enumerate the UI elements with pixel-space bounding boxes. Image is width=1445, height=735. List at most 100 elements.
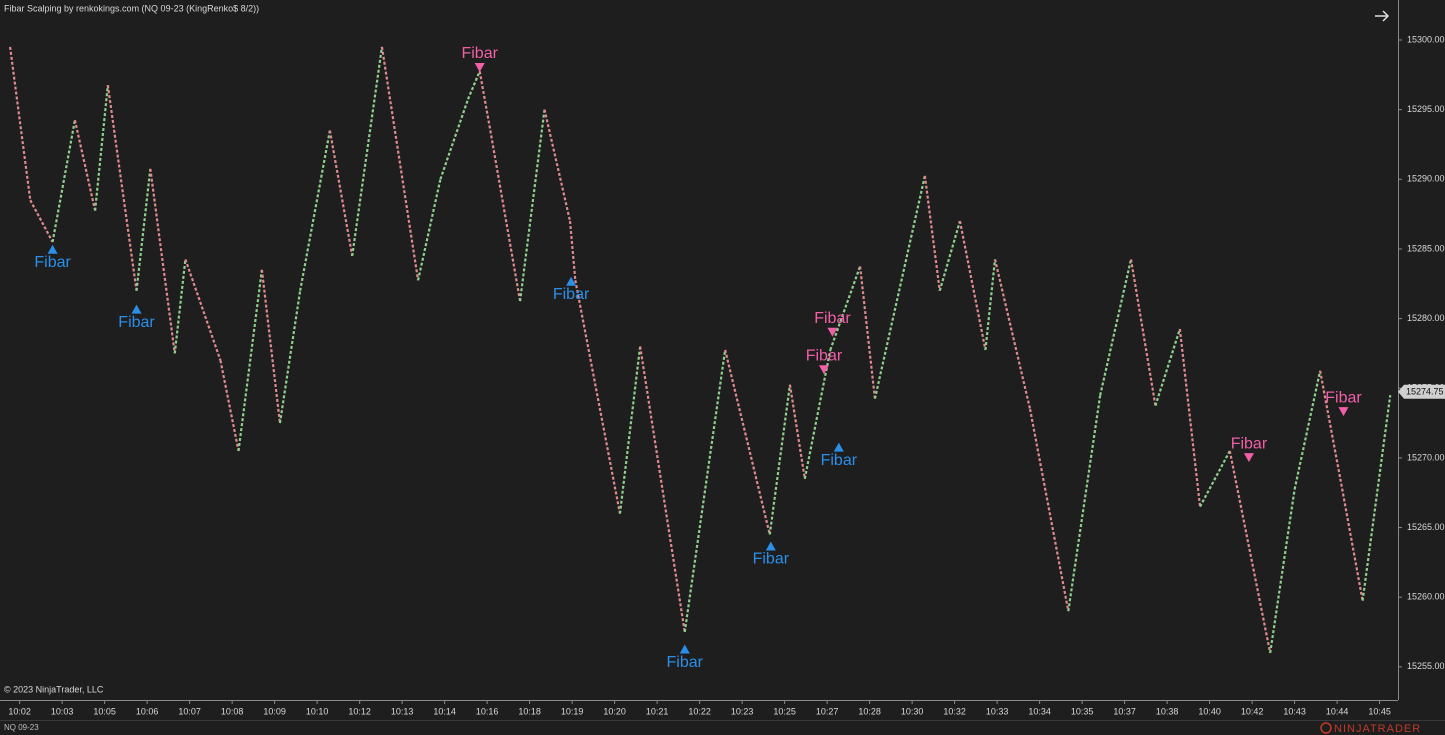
price-segment <box>938 220 961 292</box>
price-segment <box>299 130 331 291</box>
price-segment <box>1293 370 1322 490</box>
x-tick-label: 10:44 <box>1326 706 1349 716</box>
x-tick-label: 10:37 <box>1113 706 1136 716</box>
x-tick-label: 10:25 <box>773 706 796 716</box>
x-tick-label: 10:38 <box>1156 706 1179 716</box>
x-tick-label: 10:43 <box>1283 706 1306 716</box>
x-tick-label: 10:14 <box>433 706 456 716</box>
price-segment <box>29 199 54 243</box>
x-tick-label: 10:23 <box>731 706 754 716</box>
signal-arrow-up <box>765 541 776 551</box>
price-segment <box>184 259 222 361</box>
price-segment <box>219 360 240 452</box>
x-tick-label: 10:40 <box>1198 706 1221 716</box>
price-segment <box>1067 395 1102 612</box>
price-segment <box>858 266 877 399</box>
x-tick-label: 10:09 <box>263 706 286 716</box>
x-tick-label: 10:27 <box>816 706 839 716</box>
x-tick-label: 10:22 <box>688 706 711 716</box>
x-tick-label: 10:16 <box>476 706 499 716</box>
x-tick-label: 10:02 <box>8 706 31 716</box>
price-segment <box>1199 450 1231 508</box>
price-segment <box>73 119 97 211</box>
price-segment <box>417 179 442 281</box>
y-tick-label: 15300.00 <box>1407 34 1445 44</box>
signal-arrow-up <box>566 276 577 286</box>
signal-label: Fibar <box>753 551 790 568</box>
x-tick-label: 10:33 <box>986 706 1009 716</box>
price-segment <box>803 349 832 479</box>
y-tick-label: 15265.00 <box>1407 522 1445 532</box>
price-segment <box>237 269 263 452</box>
price-segment <box>439 98 470 180</box>
y-tick-label: 15290.00 <box>1407 174 1445 184</box>
price-segment <box>1099 259 1133 396</box>
x-tick-label: 10:12 <box>348 706 371 716</box>
x-tick-label: 10:30 <box>901 706 924 716</box>
price-segment <box>574 280 622 514</box>
price-segment <box>467 70 481 100</box>
price-segment <box>1361 395 1392 601</box>
last-price-label: 15274.75 <box>1406 387 1444 397</box>
price-segment <box>106 85 138 291</box>
price-segment <box>724 349 771 535</box>
price-segment <box>1028 408 1070 612</box>
price-segment <box>93 85 109 211</box>
signal-label: Fibar <box>1231 435 1268 452</box>
nav-arrow[interactable] <box>1375 10 1390 22</box>
signal-label: Fibar <box>461 45 498 62</box>
price-segment <box>958 220 987 351</box>
x-tick-label: 10:19 <box>561 706 584 716</box>
price-segment <box>489 130 522 302</box>
x-tick-label: 10:08 <box>221 706 244 716</box>
x-tick-label: 10:45 <box>1368 706 1391 716</box>
signal-label: Fibar <box>34 254 71 271</box>
y-tick-label: 15270.00 <box>1407 452 1445 462</box>
x-tick-label: 10:07 <box>178 706 201 716</box>
signal-arrow-up <box>833 442 844 452</box>
x-tick-label: 10:13 <box>391 706 414 716</box>
signal-label: Fibar <box>553 286 590 303</box>
brand-name: NINJATRADER <box>1334 723 1421 735</box>
signal-arrow-up <box>131 304 142 314</box>
y-tick-label: 15255.00 <box>1407 661 1445 671</box>
signal-label: Fibar <box>1325 389 1362 406</box>
signal-arrow-down <box>1338 407 1349 417</box>
signal-arrow-up <box>47 244 58 254</box>
price-segment <box>1154 328 1181 406</box>
signal-arrow-down <box>1243 453 1254 463</box>
price-segment <box>1319 370 1342 479</box>
price-segment <box>380 46 420 281</box>
signal-arrow-down <box>827 327 838 337</box>
price-segment <box>788 384 806 479</box>
price-segment <box>683 349 727 633</box>
x-tick-label: 10:03 <box>51 706 74 716</box>
price-segment <box>993 259 1032 410</box>
signal-label: Fibar <box>118 314 155 331</box>
price-segment <box>1228 450 1272 654</box>
price-segment <box>873 175 926 399</box>
x-tick-label: 10:06 <box>136 706 159 716</box>
price-segment <box>518 109 546 302</box>
x-tick-label: 10:10 <box>306 706 329 716</box>
last-price-tag <box>1398 384 1445 399</box>
signal-label: Fibar <box>806 348 843 365</box>
price-segment <box>1339 478 1364 601</box>
chart-title: Fibar Scalping by renkokings.com (NQ 09-… <box>4 3 259 13</box>
price-segment <box>328 130 354 257</box>
x-tick-label: 10:21 <box>646 706 669 716</box>
x-tick-label: 10:05 <box>93 706 116 716</box>
price-segment <box>639 346 686 633</box>
copyright: © 2023 NinjaTrader, LLC <box>4 684 104 694</box>
x-tick-label: 10:42 <box>1241 706 1264 716</box>
y-tick-label: 15260.00 <box>1407 592 1445 602</box>
x-tick-label: 10:34 <box>1028 706 1051 716</box>
price-segment <box>351 46 384 257</box>
y-tick-label: 15295.00 <box>1407 104 1445 114</box>
x-tick-label: 10:32 <box>943 706 966 716</box>
price-segment <box>478 71 492 131</box>
instrument-label: NQ 09-23 <box>4 723 39 732</box>
price-segment <box>278 290 302 424</box>
price-segment <box>51 119 76 243</box>
